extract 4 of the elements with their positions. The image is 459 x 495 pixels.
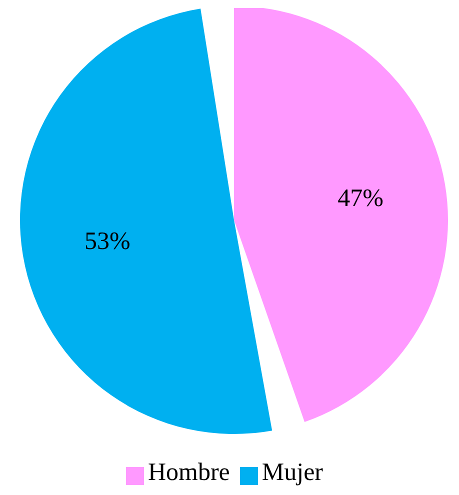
legend-label: Hombre — [148, 459, 230, 486]
legend-label: Mujer — [262, 459, 324, 486]
data-label: 53% — [84, 228, 130, 255]
data-label: 47% — [338, 185, 384, 212]
